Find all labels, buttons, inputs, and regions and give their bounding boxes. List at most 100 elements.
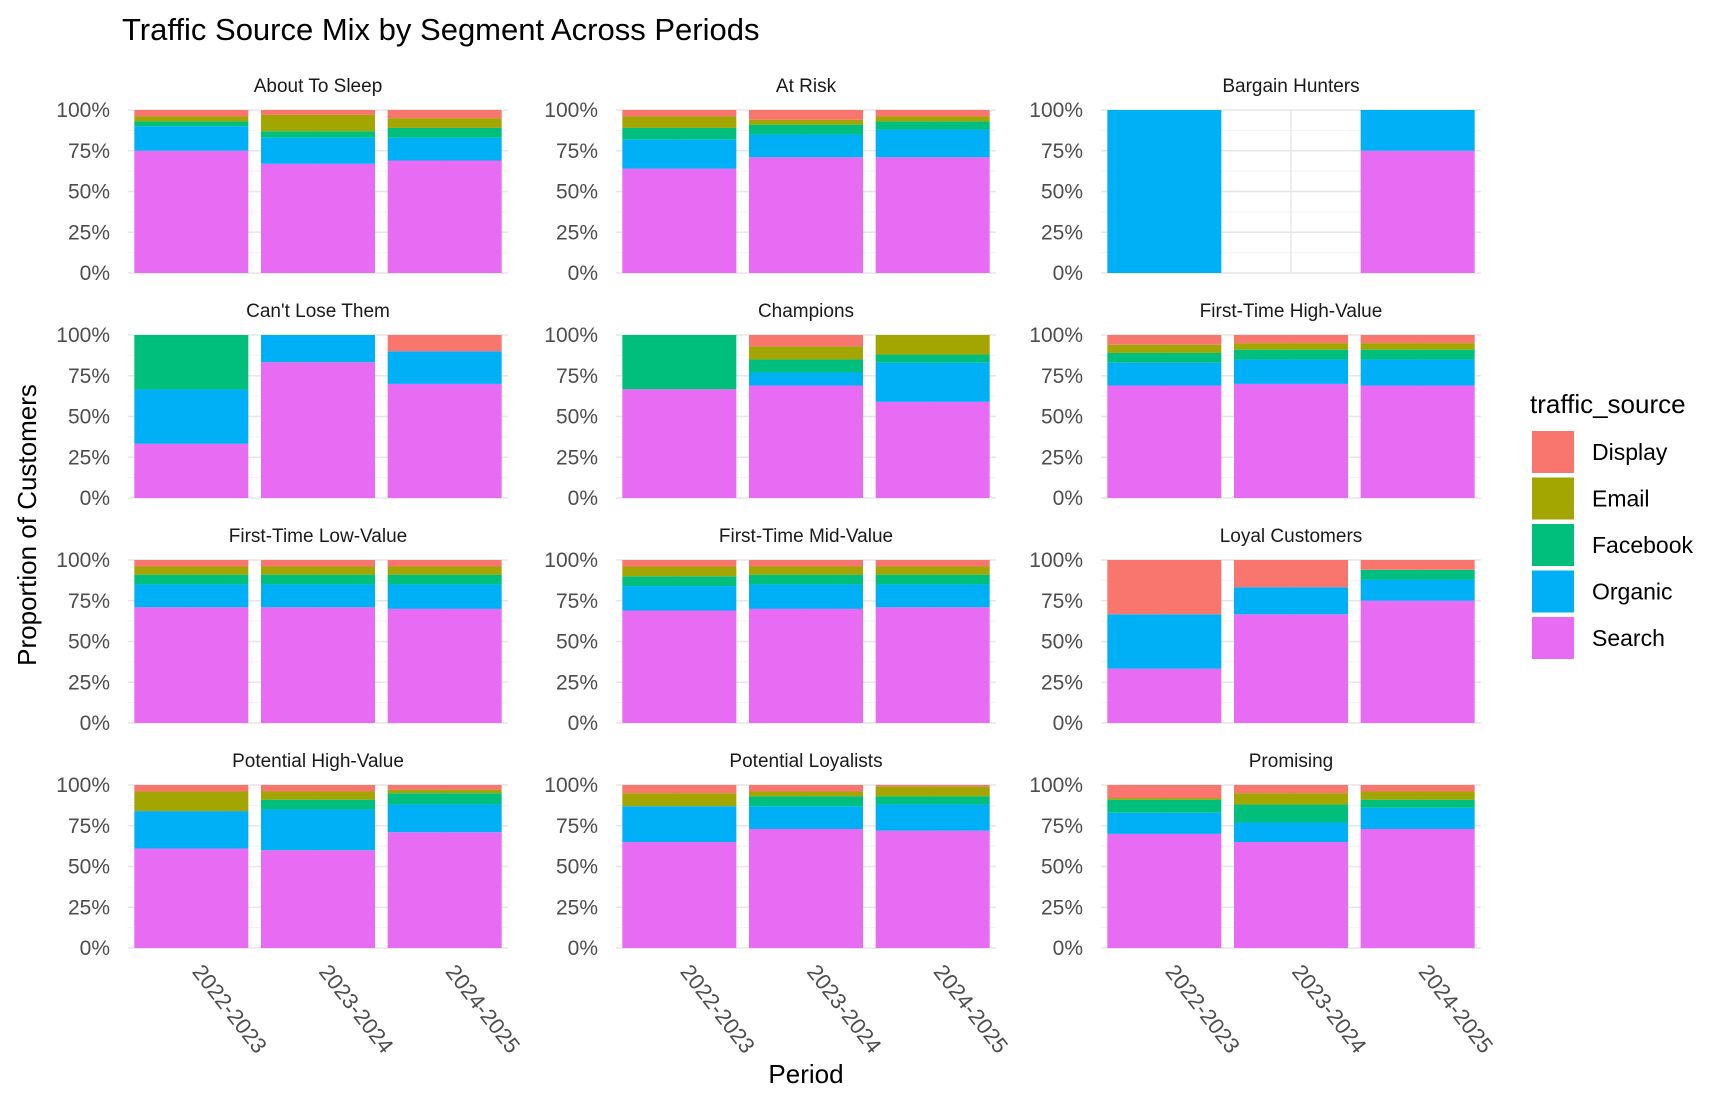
bar-segment-organic-2024-2025 (875, 362, 990, 402)
bar-segment-search-2023-2024 (749, 829, 863, 948)
bar-segment-search-2022-2023 (134, 848, 249, 948)
bar-segment-facebook-2024-2025 (1360, 569, 1475, 580)
y-tick-label: 50% (68, 856, 110, 879)
panel-at-risk: At Risk 0% 25% 50% 75% 100% (544, 76, 996, 285)
panel-title: About To Sleep (254, 76, 383, 97)
bar-segment-organic-2022-2023 (134, 811, 249, 849)
panel-title: Loyal Customers (1220, 526, 1363, 547)
bar-segment-search-2023-2024 (261, 362, 375, 498)
bar-segment-display-2024-2025 (387, 785, 502, 790)
bar-segment-search-2024-2025 (387, 608, 502, 723)
x-tick-label: 2022-2023 (675, 960, 759, 1058)
panel-bargain-hunters: Bargain Hunters 0% 25% 50% 75% 100% (1029, 76, 1481, 285)
x-tick-label: 2023-2024 (802, 960, 886, 1058)
bar-segment-organic-2023-2024 (261, 584, 375, 608)
x-tick-label: 2022-2023 (187, 960, 271, 1058)
y-tick-label: 100% (544, 99, 598, 122)
bar-segment-organic-2024-2025 (1360, 579, 1475, 601)
panels-layer: About To Sleep 0% 25% 50% 75% 100% At Risk 0% 25… (56, 76, 1498, 1058)
bar-segment-email-2024-2025 (875, 786, 990, 797)
bar-segment-search-2024-2025 (1360, 600, 1475, 723)
y-tick-label: 50% (1041, 181, 1083, 204)
legend-label-facebook: Facebook (1592, 532, 1694, 558)
bar-segment-email-2024-2025 (387, 789, 502, 794)
y-tick-label: 50% (556, 631, 598, 654)
panel-title: Potential High-Value (232, 751, 404, 772)
legend-label-organic: Organic (1592, 579, 1673, 605)
bar-segment-search-2023-2024 (261, 850, 375, 948)
bar-segment-facebook-2024-2025 (387, 574, 502, 585)
bar-segment-email-2022-2023 (134, 791, 249, 812)
bar-segment-facebook-2024-2025 (387, 793, 502, 805)
bar-segment-email-2023-2024 (261, 566, 375, 575)
panel-loyal-customers: Loyal Customers 0% 25% 50% 75% 100% (1029, 526, 1481, 735)
bar-segment-email-2024-2025 (387, 566, 502, 575)
bar-segment-display-2024-2025 (1360, 335, 1475, 344)
bar-segment-display-2022-2023 (134, 110, 249, 117)
bar-segment-display-2022-2023 (622, 785, 737, 794)
bar-segment-facebook-2022-2023 (134, 121, 249, 127)
panel-first-time-high-value: First-Time High-Value 0% 25% 50% 75% 100% (1029, 301, 1481, 510)
y-tick-label: 100% (544, 774, 598, 797)
y-tick-label: 25% (68, 671, 110, 694)
y-tick-label: 75% (68, 590, 110, 613)
y-tick-label: 100% (544, 549, 598, 572)
bar-segment-display-2023-2024 (261, 785, 375, 792)
bar-segment-email-2023-2024 (1234, 343, 1348, 350)
bar-segment-display-2023-2024 (749, 335, 863, 347)
bar-segment-email-2022-2023 (1107, 798, 1222, 800)
bar-segment-search-2024-2025 (875, 401, 990, 498)
bar-segment-search-2023-2024 (261, 163, 375, 273)
bar-segment-search-2024-2025 (387, 832, 502, 948)
bar-segment-organic-2024-2025 (875, 129, 990, 158)
bar-segment-facebook-2024-2025 (387, 127, 502, 138)
y-tick-label: 100% (56, 99, 110, 122)
bar-segment-organic-2022-2023 (1107, 614, 1222, 669)
bar-segment-email-2024-2025 (1360, 791, 1475, 800)
bar-segment-search-2024-2025 (387, 383, 502, 498)
bar-segment-search-2024-2025 (1360, 829, 1475, 948)
bar-segment-email-2022-2023 (134, 116, 249, 122)
bar-segment-organic-2023-2024 (1234, 822, 1348, 843)
bar-segment-facebook-2024-2025 (875, 574, 990, 585)
bar-segment-search-2024-2025 (1360, 150, 1475, 273)
bar-segment-organic-2024-2025 (387, 804, 502, 833)
panel-about-to-sleep: About To Sleep 0% 25% 50% 75% 100% (56, 76, 508, 285)
y-tick-label: 25% (1041, 446, 1083, 469)
bar-segment-organic-2024-2025 (387, 584, 502, 609)
bar-segment-search-2022-2023 (622, 610, 737, 723)
bar-segment-display-2024-2025 (1360, 560, 1475, 570)
y-tick-label: 100% (56, 774, 110, 797)
bar-segment-display-2023-2024 (261, 560, 375, 567)
y-tick-label: 0% (568, 937, 598, 960)
bar-segment-display-2024-2025 (875, 110, 990, 117)
y-tick-label: 25% (1041, 221, 1083, 244)
legend-title: traffic_source (1530, 389, 1686, 419)
bar-segment-facebook-2023-2024 (749, 796, 863, 807)
y-tick-label: 50% (68, 181, 110, 204)
x-tick-label: 2024-2025 (1414, 960, 1498, 1058)
y-tick-label: 75% (1041, 815, 1083, 838)
bar-segment-facebook-2023-2024 (1234, 804, 1348, 823)
bar-segment-organic-2024-2025 (1360, 110, 1475, 151)
bar-segment-display-2023-2024 (749, 110, 863, 120)
bar-segment-organic-2023-2024 (261, 809, 375, 851)
bar-segment-organic-2023-2024 (261, 137, 375, 164)
y-tick-label: 100% (1029, 549, 1083, 572)
y-tick-label: 0% (80, 937, 110, 960)
bar-segment-email-2023-2024 (261, 791, 375, 800)
y-tick-label: 75% (556, 590, 598, 613)
bar-segment-display-2022-2023 (622, 110, 737, 117)
bar-segment-search-2023-2024 (261, 607, 375, 723)
panel-can-t-lose-them: Can't Lose Them 0% 25% 50% 75% 100% (56, 301, 508, 510)
legend-label-email: Email (1592, 486, 1650, 512)
y-tick-label: 50% (556, 856, 598, 879)
x-tick-label: 2024-2025 (441, 960, 525, 1058)
bar-segment-display-2023-2024 (749, 785, 863, 792)
y-tick-label: 0% (1053, 487, 1083, 510)
y-tick-label: 0% (568, 487, 598, 510)
legend-swatch-organic (1532, 570, 1574, 613)
panel-promising: Promising 0% 25% 50% 75% 100% 2022-2023 2023-20… (1029, 751, 1498, 1058)
panel-title: Can't Lose Them (246, 301, 390, 322)
bar-segment-organic-2022-2023 (134, 584, 249, 608)
